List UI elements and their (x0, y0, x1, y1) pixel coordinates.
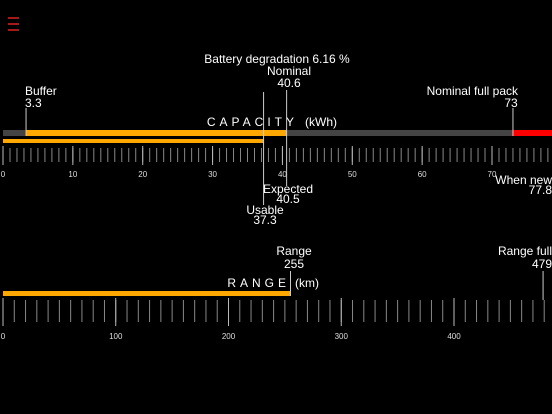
usable-bar (3, 139, 264, 143)
tick-label: 200 (222, 332, 236, 341)
when-new-label: When new (495, 173, 552, 187)
capacity-label: CAPACITY (207, 115, 298, 129)
usable-value: 37.3 (253, 213, 277, 227)
title: Battery degradation 6.16 % (204, 52, 350, 66)
nominal-full-pack-value: 73 (504, 96, 518, 110)
tick-label: 0 (1, 170, 6, 179)
range-full-value: 479 (532, 257, 552, 271)
range-bar (3, 291, 291, 296)
nominal-full-pack-label: Nominal full pack (427, 84, 519, 98)
menu-icon[interactable] (8, 17, 19, 31)
buffer-value: 3.3 (25, 96, 42, 110)
nominal-label: Nominal (267, 64, 311, 78)
tick-label: 10 (68, 170, 77, 179)
tick-label: 400 (447, 332, 461, 341)
tick-label: 50 (348, 170, 357, 179)
buffer-bar (3, 130, 27, 136)
range-value: 255 (284, 257, 304, 271)
tick-label: 60 (418, 170, 427, 179)
nominal-bar (26, 130, 287, 136)
usable-label: Usable (246, 203, 284, 217)
range-label: Range (276, 244, 312, 258)
capacity-unit: (kWh) (305, 115, 337, 129)
expected-label: Expected (263, 182, 313, 196)
tick-label: 100 (109, 332, 123, 341)
new-capacity-bar (512, 130, 552, 136)
range-full-label: Range full (498, 244, 552, 258)
tick-label: 70 (488, 170, 497, 179)
range-unit: (km) (295, 276, 319, 290)
tick-label: 30 (208, 170, 217, 179)
degradation-bar (286, 130, 513, 136)
tick-label: 300 (335, 332, 349, 341)
expected-value: 40.5 (276, 192, 300, 206)
buffer-label: Buffer (25, 84, 57, 98)
range-title: RANGE (227, 276, 290, 290)
when-new-value: 77.8 (529, 183, 552, 197)
tick-label: 20 (138, 170, 147, 179)
tick-label: 0 (1, 332, 6, 341)
tick-label: 40 (278, 170, 287, 179)
nominal-value: 40.6 (277, 76, 301, 90)
